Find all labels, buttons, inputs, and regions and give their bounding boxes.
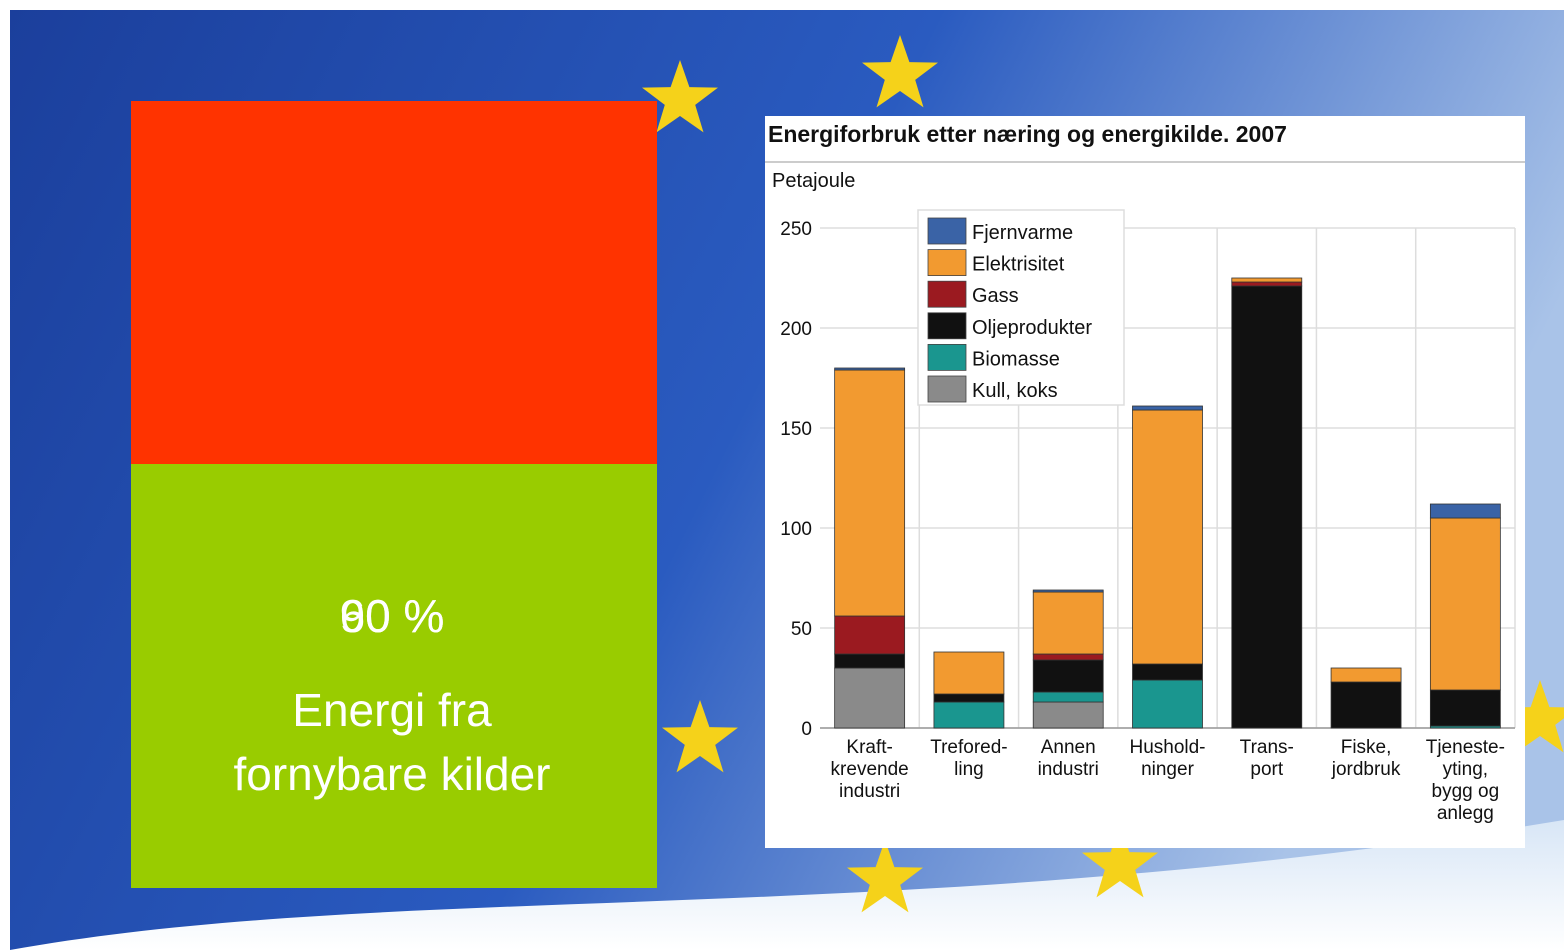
bar-segment	[1133, 664, 1203, 680]
slide: 60 % 90 % Energi fra fornybare kilder En…	[0, 0, 1564, 950]
y-axis-label: Petajoule	[772, 170, 855, 192]
legend-swatch	[928, 250, 966, 276]
bar-segment	[1133, 410, 1203, 664]
x-tick-label: Fiske, jordbruk	[1317, 737, 1415, 781]
red-block	[131, 101, 657, 465]
legend-label: Elektrisitet	[972, 254, 1065, 276]
bar-segment	[934, 702, 1004, 728]
green-block	[131, 464, 657, 888]
legend-label: Oljeprodukter	[972, 317, 1092, 339]
percent-label: 90 %	[340, 590, 445, 642]
x-tick-label: Trefored- ling	[920, 737, 1018, 781]
bar-segment	[1133, 680, 1203, 728]
legend-label: Gass	[972, 285, 1019, 307]
bar-segment	[1331, 668, 1401, 682]
y-tick-label: 150	[780, 419, 812, 440]
bar-segment	[835, 368, 905, 370]
legend-swatch	[928, 281, 966, 307]
y-tick-label: 250	[780, 219, 812, 240]
bar-segment	[1033, 590, 1103, 592]
caption: Energi fra	[292, 684, 492, 736]
bar-segment	[1033, 660, 1103, 692]
y-tick-label: 100	[780, 519, 812, 540]
bar-segment	[835, 668, 905, 728]
x-tick-label: Kraft- krevende industri	[821, 737, 919, 803]
bar-segment	[1232, 286, 1302, 728]
x-tick-label: Hushold- ninger	[1119, 737, 1217, 781]
bar-segment	[934, 652, 1004, 694]
bar-segment	[1331, 682, 1401, 728]
legend-label: Fjernvarme	[972, 222, 1073, 244]
legend-swatch	[928, 218, 966, 244]
bar-segment	[1033, 692, 1103, 702]
bar-segment	[835, 654, 905, 668]
legend-label: Biomasse	[972, 348, 1060, 370]
bar-segment	[1430, 504, 1500, 518]
bar-segment	[1430, 690, 1500, 726]
x-tick-label: Trans- port	[1218, 737, 1316, 781]
bar-segment	[1232, 282, 1302, 286]
bar-segment	[835, 616, 905, 654]
legend-swatch	[928, 344, 966, 370]
bar-segment	[1133, 406, 1203, 410]
chart-title: Energiforbruk etter næring og energikild…	[768, 121, 1287, 147]
bar-segment	[1033, 654, 1103, 660]
bar-segment	[1033, 592, 1103, 654]
y-tick-label: 0	[801, 719, 812, 740]
caption: fornybare kilder	[233, 748, 550, 800]
legend-label: Kull, koks	[972, 380, 1058, 402]
y-tick-label: 200	[780, 319, 812, 340]
bar-segment	[934, 694, 1004, 702]
bar-segment	[835, 370, 905, 616]
legend-swatch	[928, 376, 966, 402]
legend-swatch	[928, 313, 966, 339]
y-tick-label: 50	[791, 619, 812, 640]
bar-segment	[1430, 518, 1500, 690]
x-tick-label: Tjeneste- yting, bygg og anlegg	[1416, 737, 1514, 825]
x-tick-label: Annen industri	[1019, 737, 1117, 781]
bar-segment	[1033, 702, 1103, 728]
bar-segment	[1232, 278, 1302, 282]
canvas: 60 % 90 % Energi fra fornybare kilder En…	[0, 0, 1564, 950]
